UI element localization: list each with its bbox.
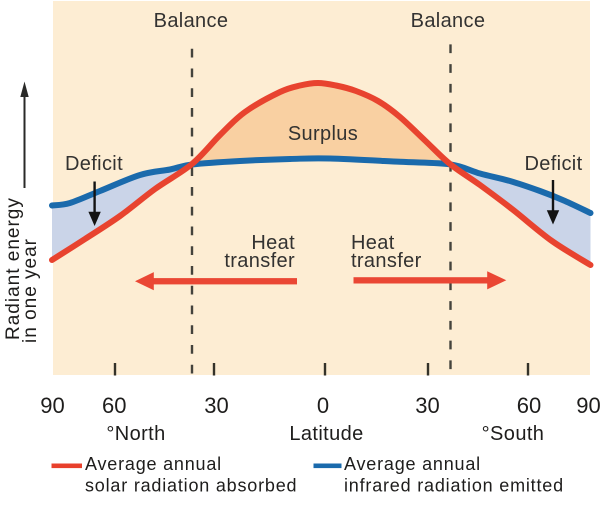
svg-text:30: 30	[415, 393, 439, 418]
svg-text:Deficit: Deficit	[65, 153, 123, 175]
svg-text:in one year: in one year	[20, 238, 41, 343]
svg-text:Latitude: Latitude	[289, 423, 363, 445]
svg-text:60: 60	[102, 393, 126, 418]
svg-text:Heat: Heat	[251, 232, 295, 254]
svg-text:0: 0	[317, 393, 329, 418]
svg-text:infrared radiation emitted: infrared radiation emitted	[344, 476, 564, 496]
svg-text:30: 30	[204, 393, 228, 418]
svg-text:Surplus: Surplus	[288, 123, 358, 145]
svg-text:90: 90	[40, 393, 64, 418]
svg-text:°South: °South	[482, 423, 545, 445]
svg-text:Balance: Balance	[154, 10, 229, 32]
svg-text:°North: °North	[106, 423, 165, 445]
svg-text:transfer: transfer	[224, 250, 295, 272]
svg-text:Balance: Balance	[411, 10, 486, 32]
svg-text:Average annual: Average annual	[344, 454, 481, 474]
svg-text:solar radiation absorbed: solar radiation absorbed	[85, 476, 297, 496]
svg-text:Deficit: Deficit	[524, 153, 582, 175]
svg-text:Average annual: Average annual	[85, 454, 222, 474]
svg-text:Radiant energy: Radiant energy	[3, 197, 24, 340]
svg-text:90: 90	[576, 393, 600, 418]
svg-text:60: 60	[517, 393, 541, 418]
svg-text:Heat: Heat	[351, 232, 395, 254]
svg-text:transfer: transfer	[351, 250, 422, 272]
